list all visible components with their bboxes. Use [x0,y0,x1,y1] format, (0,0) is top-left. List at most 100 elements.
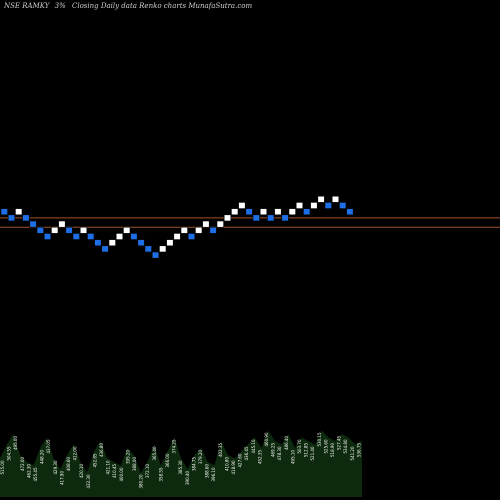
renko-brick-down [209,226,217,234]
volume-label: 420.10 [79,464,84,478]
renko-brick-up [79,226,88,234]
volume-label: 541.20 [350,446,355,460]
renko-brick-down [65,226,73,234]
renko-brick-down [303,208,311,216]
volume-label: 527.45 [337,436,342,450]
volume-label: 472.00 [20,457,25,471]
volume-label: 536.75 [356,443,361,457]
volume-label: 504.55 [7,446,12,460]
volume-label: 417.90 [59,471,64,485]
volume-label: 462.30 [26,464,31,478]
renko-brick-up [310,202,318,209]
volume-label: 521.40 [310,446,315,460]
volume-label: 410.80 [224,457,229,471]
renko-brick-up [159,245,167,253]
volume-label: 530.15 [317,432,322,446]
renko-brick-down [324,202,332,209]
renko-brick-up [51,226,59,234]
renko-brick-down [245,208,253,216]
volume-series [0,430,362,497]
renko-brick-down [22,214,30,222]
volume-label: 402.35 [218,443,223,457]
renko-brick-down [281,214,289,222]
renko-brick-down [144,245,152,253]
renko-brick-down [94,239,102,247]
renko-brick-down [7,214,16,222]
brick-size-label: 3% [55,2,66,10]
chart-symbol: NSE RAMKY [3,2,51,10]
renko-brick-up [238,202,246,209]
volume-label: 380.20 [139,474,144,488]
volume-label: 388.00 [132,457,137,471]
renko-brick-up [231,208,239,216]
volume-label: 412.00 [73,446,78,460]
volume-label: 486.40 [284,436,289,450]
renko-brick-down [72,233,80,240]
volume-label: 432.30 [86,474,91,488]
volume-label: 452.85 [92,453,97,467]
volume-label: 436.80 [99,443,104,457]
volume-label: 437.05 [46,439,51,453]
volume-label: 427.60 [238,453,243,467]
volume-label: 418.90 [231,460,236,474]
renko-brick-down [130,233,138,240]
renko-brick-up [295,202,304,209]
volume-label: 478.30 [277,446,282,460]
renko-brick-up [331,195,340,203]
renko-brick-down [339,202,347,209]
renko-brick-up [223,214,232,222]
volume-label: 515.00 [0,460,5,474]
volume-label: 388.60 [205,464,210,478]
renko-brick-down [346,208,354,216]
renko-brick-down [0,208,8,216]
renko-brick-down [187,233,196,240]
volume-label: 436.45 [244,446,249,460]
volume-label: 372.10 [145,464,150,478]
renko-brick-down [29,220,37,228]
renko-brick-up [166,239,174,247]
chart-caption: Closing Daily data Renko charts MunafaSu… [72,2,252,10]
volume-label: 358.55 [158,467,163,481]
volume-label: 503.70 [297,439,302,453]
renko-brick-up [216,220,224,228]
volume-area [0,430,362,497]
volume-label: 455.45 [33,467,38,481]
volume-label: 408.60 [66,457,71,471]
volume-label: 395.20 [125,450,130,464]
renko-brick-up [108,239,116,247]
volume-label: 460.90 [264,432,269,446]
renko-brick-up [195,226,203,234]
volume-label: 469.25 [271,443,276,457]
volume-label: 518.90 [330,443,335,457]
renko-brick-down [87,233,95,240]
renko-brick-up [180,226,188,234]
volume-label: 410.45 [112,464,117,478]
renko-brick-up [202,220,210,228]
volume-label: 374.25 [172,439,177,453]
renko-brick-down [36,226,44,234]
volume-label: 390.40 [185,471,190,485]
renko-brick-up [123,226,131,234]
renko-brick-up [58,220,66,228]
volume-label: 495.10 [290,450,295,464]
volume-label: 384.75 [191,457,196,471]
volume-label: 429.30 [53,460,58,474]
volume-label: 512.85 [304,443,309,457]
renko-brick-down [43,233,52,240]
renko-brick-up [115,233,124,240]
renko-brick-up [274,208,282,216]
renko-brick-up [173,233,181,240]
volume-label: 452.35 [257,450,262,464]
volume-label: 385.30 [178,460,183,474]
volume-label: 421.10 [106,460,111,474]
renko-brick-down [252,214,260,222]
volume-label: 534.80 [343,439,348,453]
volume-label: 365.40 [152,446,157,460]
renko-brick-down [267,214,275,222]
renko-brick-up [259,208,268,216]
volume-label: 400.00 [119,467,124,481]
volume-label: 495.00 [13,436,18,450]
renko-brick-down [101,245,109,253]
